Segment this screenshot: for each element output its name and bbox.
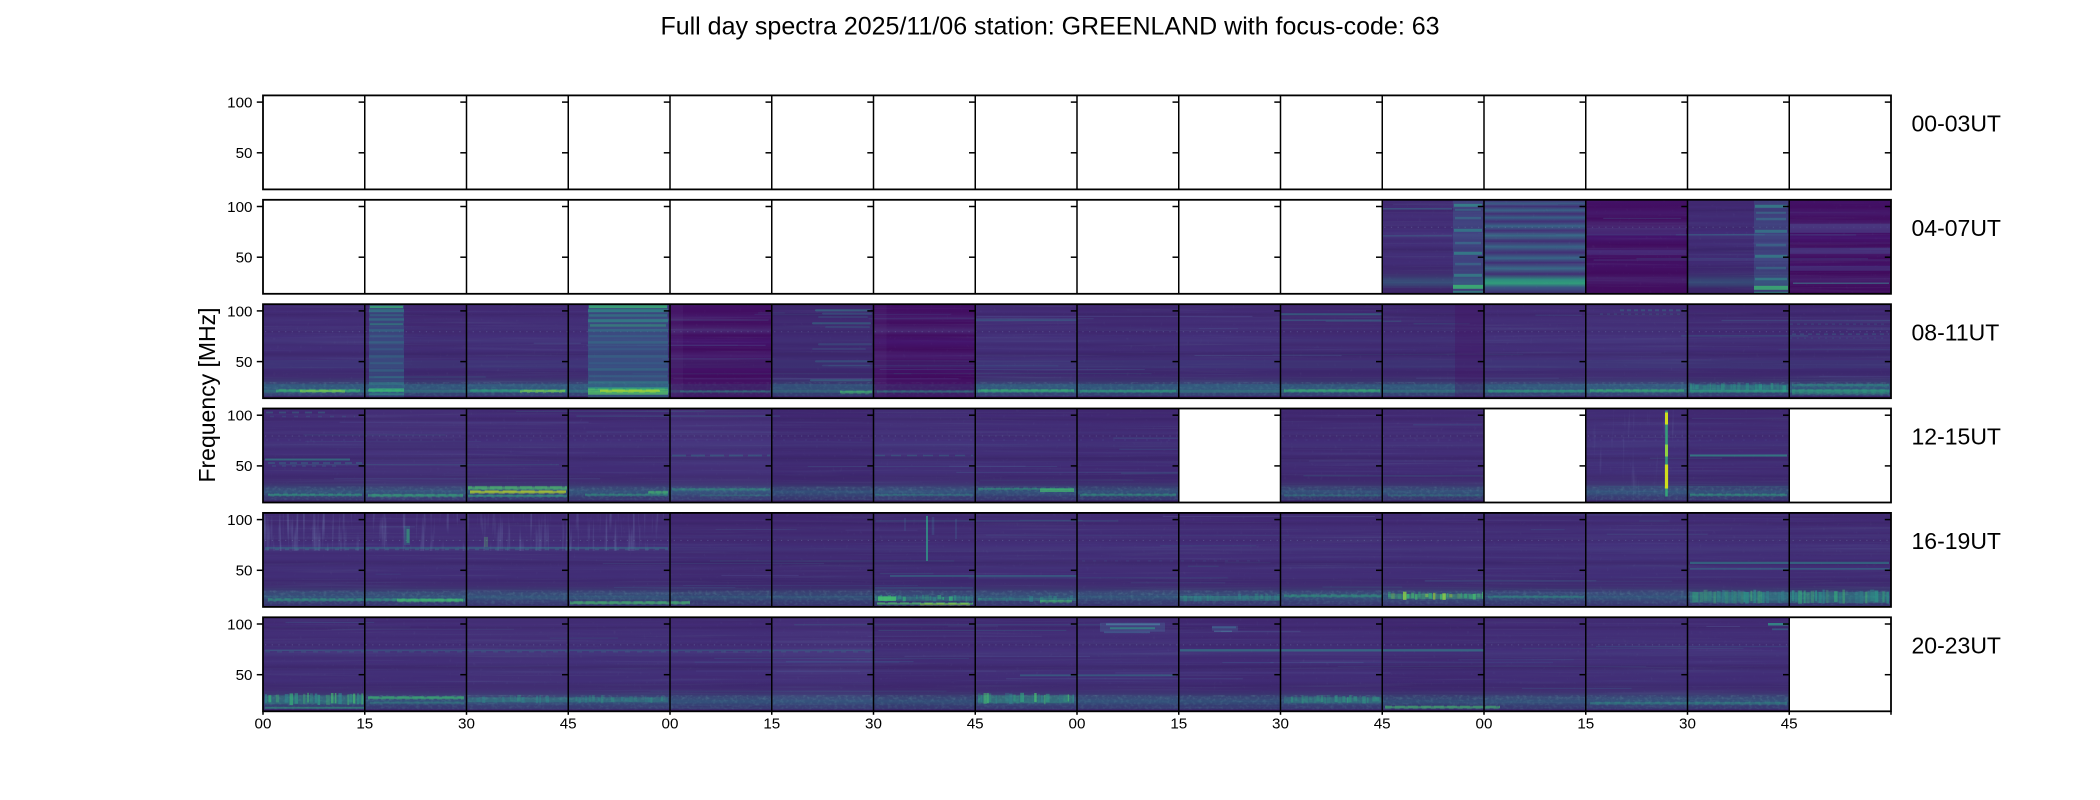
svg-text:30: 30 [1272, 716, 1289, 733]
svg-text:15: 15 [1577, 716, 1594, 733]
svg-text:100: 100 [227, 303, 252, 320]
svg-text:100: 100 [227, 408, 252, 425]
svg-text:45: 45 [1781, 716, 1798, 733]
svg-text:12-15UT: 12-15UT [1912, 424, 2001, 450]
svg-text:50: 50 [236, 563, 253, 580]
svg-text:16-19UT: 16-19UT [1912, 528, 2001, 554]
svg-text:50: 50 [236, 354, 253, 371]
svg-text:08-11UT: 08-11UT [1912, 319, 2000, 345]
svg-text:00: 00 [1476, 716, 1493, 733]
svg-text:15: 15 [356, 716, 373, 733]
svg-text:00: 00 [255, 716, 272, 733]
svg-text:100: 100 [227, 512, 252, 529]
svg-text:45: 45 [560, 716, 577, 733]
svg-text:30: 30 [865, 716, 882, 733]
svg-text:20-23UT: 20-23UT [1912, 633, 2001, 659]
svg-text:50: 50 [236, 250, 253, 267]
svg-text:00: 00 [1069, 716, 1086, 733]
svg-text:04-07UT: 04-07UT [1912, 215, 2001, 241]
svg-text:45: 45 [967, 716, 984, 733]
svg-text:Frequency [MHz]: Frequency [MHz] [194, 307, 220, 482]
svg-text:45: 45 [1374, 716, 1391, 733]
svg-text:100: 100 [227, 617, 252, 634]
svg-text:50: 50 [236, 458, 253, 475]
svg-text:30: 30 [458, 716, 475, 733]
svg-text:00-03UT: 00-03UT [1912, 111, 2001, 137]
svg-text:100: 100 [227, 95, 252, 112]
svg-text:15: 15 [1170, 716, 1187, 733]
svg-text:30: 30 [1679, 716, 1696, 733]
svg-text:Full day spectra 2025/11/06 st: Full day spectra 2025/11/06 station: GRE… [660, 12, 1439, 40]
svg-text:50: 50 [236, 667, 253, 684]
svg-text:100: 100 [227, 199, 252, 216]
svg-text:50: 50 [236, 145, 253, 162]
svg-text:15: 15 [763, 716, 780, 733]
svg-text:00: 00 [662, 716, 679, 733]
